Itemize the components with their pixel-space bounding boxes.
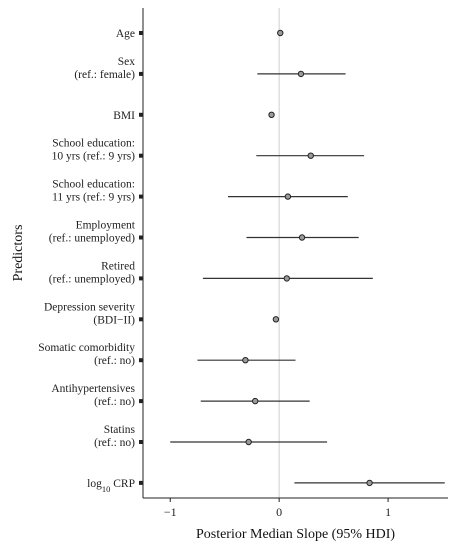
y-tick-bmi <box>139 112 143 117</box>
predictor-label-school-education-10-yrs-ref-9-yrs: School education: 10 yrs (ref.: 9 yrs) <box>52 138 136 163</box>
y-tick-log10-crp <box>139 480 143 485</box>
median-point-antihypertensives-ref-no <box>251 397 259 405</box>
predictor-label-bmi: BMI <box>113 110 135 122</box>
x-tick-label-1: 0 <box>276 505 282 519</box>
predictor-label-log10-crp: log10 CRP <box>87 478 135 494</box>
median-point-depression-severity-bdi-ii <box>272 316 280 323</box>
median-point-bmi <box>268 111 275 119</box>
x-tick-label-0: −1 <box>164 505 177 519</box>
median-point-employment-ref-unemployed <box>298 234 306 241</box>
y-tick-school-education-10-yrs-ref-9-yrs <box>139 153 143 158</box>
predictor-label-depression-severity-bdi-ii: Depression severity (BDI−II) <box>44 301 135 326</box>
y-tick-employment-ref-unemployed <box>139 235 143 240</box>
y-tick-retired-ref-unemployed <box>139 276 143 281</box>
predictor-label-antihypertensives-ref-no: Antihypertensives (ref.: no) <box>51 383 135 408</box>
x-axis-ticks: −1 0 1 <box>164 498 391 519</box>
median-point-retired-ref-unemployed <box>283 275 290 282</box>
predictor-label-retired-ref-unemployed: Retired (ref.: unemployed) <box>49 260 135 285</box>
predictor-label-age: Age <box>116 28 135 40</box>
predictor-label-sex-ref-female: Sex (ref.: female) <box>74 56 135 81</box>
y-axis-title: Predictors <box>11 225 26 282</box>
y-tick-antihypertensives-ref-no <box>139 399 143 404</box>
plot-marks <box>170 29 445 487</box>
median-point-age <box>277 29 284 37</box>
y-tick-age <box>139 31 143 35</box>
y-tick-somatic-comorbidity-ref-no <box>139 358 143 363</box>
x-tick-label-2: 1 <box>385 505 391 519</box>
y-tick-statins-ref-no <box>139 440 143 444</box>
predictor-label-employment-ref-unemployed: Employment (ref.: unemployed) <box>49 220 136 245</box>
median-point-somatic-comorbidity-ref-no <box>242 357 249 364</box>
median-point-school-education-10-yrs-ref-9-yrs <box>307 152 314 159</box>
predictor-label-school-education-11-yrs-ref-9-yrs: School education: 11 yrs (ref.: 9 yrs) <box>52 179 135 204</box>
y-tick-depression-severity-bdi-ii <box>139 317 143 322</box>
predictor-labels: Age Sex (ref.: female) BMI School education:… <box>38 28 143 494</box>
median-point-sex-ref-female <box>297 70 305 78</box>
y-tick-school-education-11-yrs-ref-9-yrs <box>139 194 143 199</box>
predictor-label-somatic-comorbidity-ref-no: Somatic comorbidity (ref.: no) <box>38 342 135 367</box>
y-tick-sex-ref-female <box>139 71 143 76</box>
x-axis-title: Posterior Median Slope (95% HDI) <box>196 527 395 542</box>
predictor-label-statins-ref-no: Statins (ref.: no) <box>94 424 135 449</box>
median-point-statins-ref-no <box>245 438 252 446</box>
median-point-school-education-11-yrs-ref-9-yrs <box>284 193 292 200</box>
median-point-log10-crp <box>366 479 373 487</box>
